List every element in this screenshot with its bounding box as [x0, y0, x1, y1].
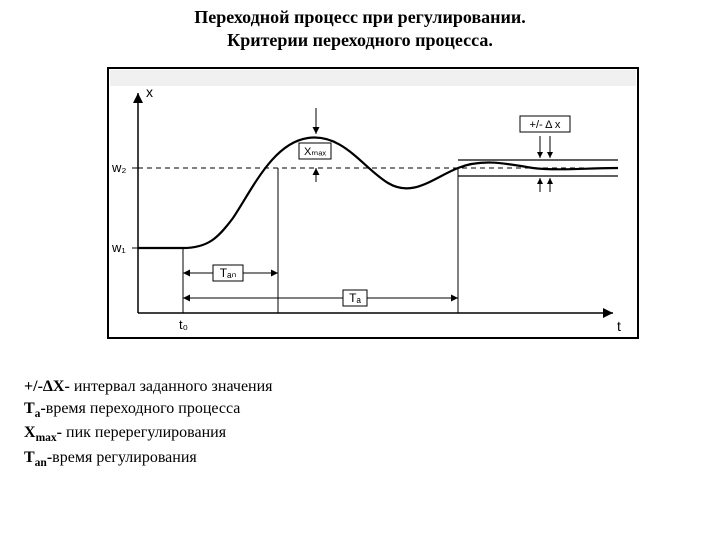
- svg-text:x: x: [146, 84, 153, 100]
- svg-text:w₂: w₂: [111, 160, 126, 175]
- svg-text:Tₐ: Tₐ: [349, 291, 361, 305]
- title-line-2: Критерии переходного процесса.: [227, 30, 493, 50]
- page-title: Переходной процесс при регулировании. Кр…: [0, 6, 720, 51]
- legend-item: Tan-время регулирования: [24, 447, 273, 472]
- legend-item: Ta-время переходного процесса: [24, 398, 273, 423]
- legend-item: +/-ΔX- интервал заданного значения: [24, 376, 273, 398]
- svg-text:Tₐₙ: Tₐₙ: [220, 266, 237, 280]
- legend: +/-ΔX- интервал заданного значенияTa-вре…: [24, 376, 273, 472]
- svg-text:Xₘₐₓ: Xₘₐₓ: [304, 146, 326, 158]
- title-line-1: Переходной процесс при регулировании.: [194, 7, 526, 27]
- transient-diagram: t x w₁ w₂ +/- Δ x Xₘₐₓ t₀ Tₐₙ Tₐ: [88, 58, 648, 358]
- svg-text:w₁: w₁: [111, 240, 126, 255]
- svg-text:t: t: [617, 318, 621, 334]
- svg-text:+/- Δ x: +/- Δ x: [530, 119, 561, 131]
- svg-text:t₀: t₀: [179, 317, 188, 332]
- legend-item: Xmax- пик перерегулирования: [24, 422, 273, 447]
